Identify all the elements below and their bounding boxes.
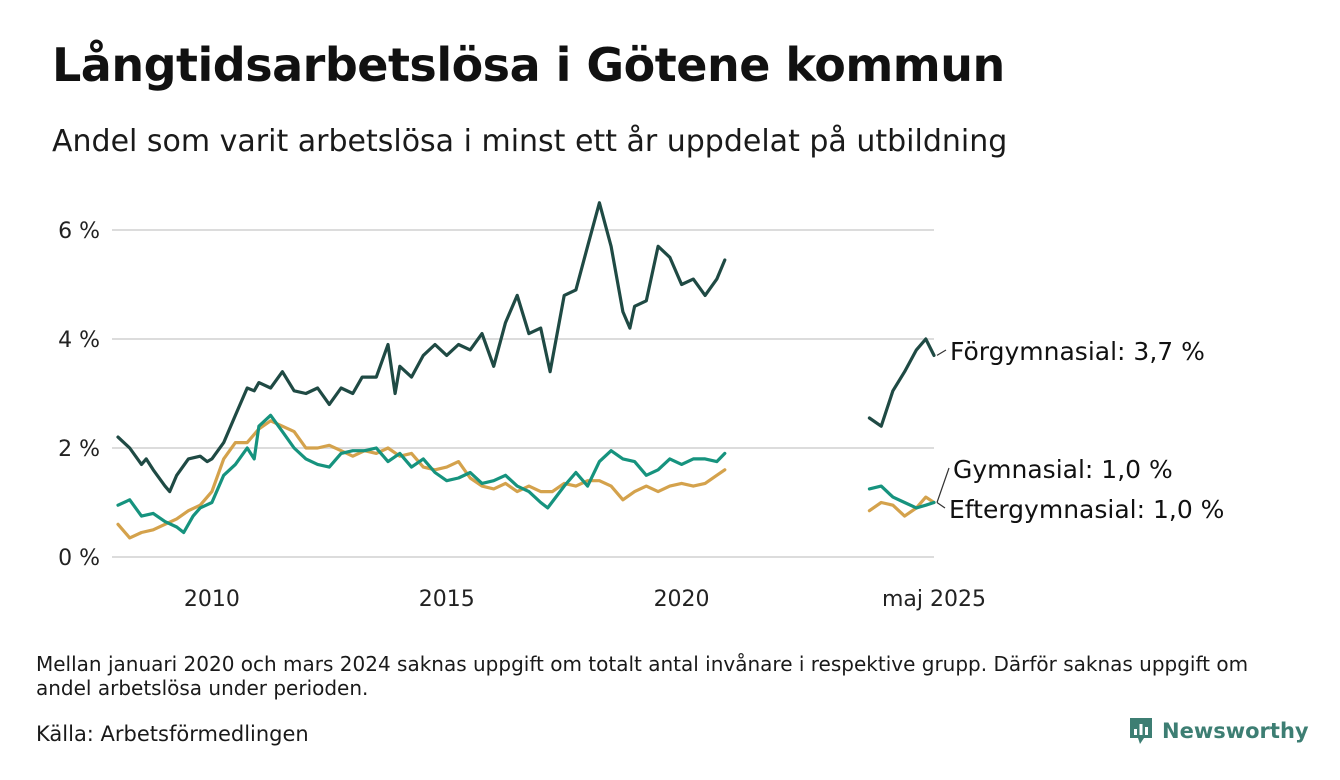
series-line-förgymnasial-1: [116, 201, 727, 494]
x-tick-label: 2010: [184, 587, 240, 612]
series-label-förgymnasial: Förgymnasial: 3,7 %: [950, 337, 1205, 366]
label-leader-line: [936, 502, 946, 509]
series-label-gymnasial: Gymnasial: 1,0 %: [953, 455, 1173, 484]
label-leader-line: [936, 349, 947, 356]
brand-name: Newsworthy: [1162, 719, 1309, 743]
y-tick-label: 0 %: [58, 546, 100, 571]
label-leader-line: [936, 467, 950, 503]
series-lines: [116, 201, 936, 540]
series-line-gymnasial-2: [867, 484, 936, 510]
y-tick-label: 6 %: [58, 219, 100, 244]
chart-subtitle: Andel som varit arbetslösa i minst ett å…: [52, 124, 1008, 159]
series-label-eftergymnasial: Eftergymnasial: 1,0 %: [949, 495, 1224, 524]
newsworthy-logo-icon: [1130, 718, 1152, 744]
y-tick-label: 2 %: [58, 437, 100, 462]
series-line-gymnasial-1: [116, 413, 727, 535]
series-line-eftergymnasial-2: [867, 495, 936, 518]
x-tick-label: 2020: [654, 587, 710, 612]
series-labels: Förgymnasial: 3,7 % Gymnasial: 1,0 % Efter…: [936, 337, 1224, 524]
y-axis: 0 % 2 % 4 % 6 %: [58, 219, 100, 571]
brand-logo[interactable]: Newsworthy: [1128, 716, 1309, 746]
x-tick-label: maj 2025: [882, 587, 986, 612]
x-tick-label: 2015: [419, 587, 475, 612]
line-chart: 0 % 2 % 4 % 6 % 2010 2015 2020 maj 2025 Förgym…: [58, 201, 1224, 612]
gridlines: [112, 229, 934, 558]
series-line-förgymnasial-2: [867, 337, 936, 428]
source-text: Källa: Arbetsförmedlingen: [36, 722, 309, 746]
footnote: Mellan januari 2020 och mars 2024 saknas…: [36, 652, 1249, 700]
y-tick-label: 4 %: [58, 328, 100, 353]
chart-title: Långtidsarbetslösa i Götene kommun: [52, 38, 1005, 92]
series-line-eftergymnasial-1: [116, 419, 727, 540]
x-axis: 2010 2015 2020 maj 2025: [184, 587, 986, 612]
